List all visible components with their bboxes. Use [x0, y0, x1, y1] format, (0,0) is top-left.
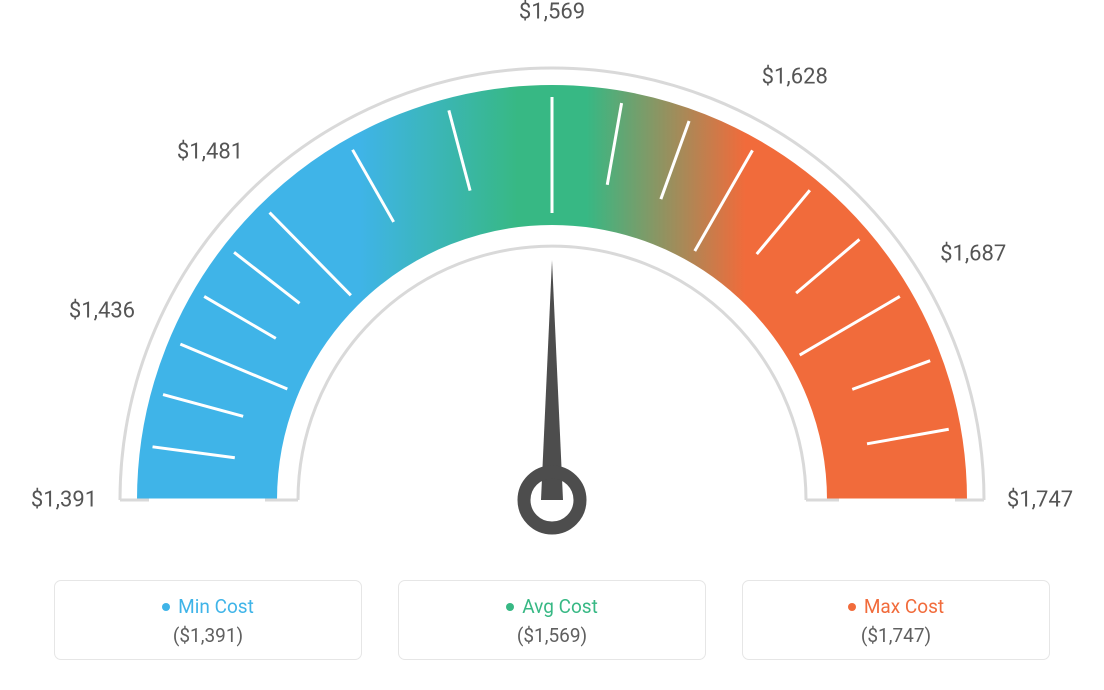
legend-value: ($1,569) [399, 624, 705, 647]
legend-title: Avg Cost [506, 595, 598, 618]
legend-dot-icon [848, 603, 856, 611]
gauge-tick-label: $1,569 [519, 0, 585, 25]
legend-title-text: Max Cost [864, 595, 944, 618]
legend-dot-icon [506, 603, 514, 611]
legend-value: ($1,391) [55, 624, 361, 647]
legend-card: Max Cost ($1,747) [742, 580, 1050, 660]
legend-card: Avg Cost ($1,569) [398, 580, 706, 660]
legend-title: Min Cost [162, 595, 254, 618]
legend-value: ($1,747) [743, 624, 1049, 647]
gauge-tick-label: $1,747 [1007, 488, 1073, 513]
legend-dot-icon [162, 603, 170, 611]
gauge-tick-label: $1,687 [940, 241, 1006, 266]
legend-card: Min Cost ($1,391) [54, 580, 362, 660]
gauge-svg [0, 0, 1104, 560]
gauge-tick-label: $1,436 [69, 299, 135, 324]
gauge-tick-label: $1,391 [31, 488, 97, 513]
gauge-tick-label: $1,481 [177, 139, 243, 164]
gauge-chart: $1,391 $1,436 $1,481 $1,569 $1,628 $1,687 $1,7… [0, 0, 1104, 560]
legend-title-text: Avg Cost [522, 595, 598, 618]
legend-title: Max Cost [848, 595, 944, 618]
legend-row: Min Cost ($1,391) Avg Cost ($1,569) Max Cost… [0, 580, 1104, 660]
gauge-tick-label: $1,628 [762, 64, 828, 89]
legend-title-text: Min Cost [178, 595, 254, 618]
